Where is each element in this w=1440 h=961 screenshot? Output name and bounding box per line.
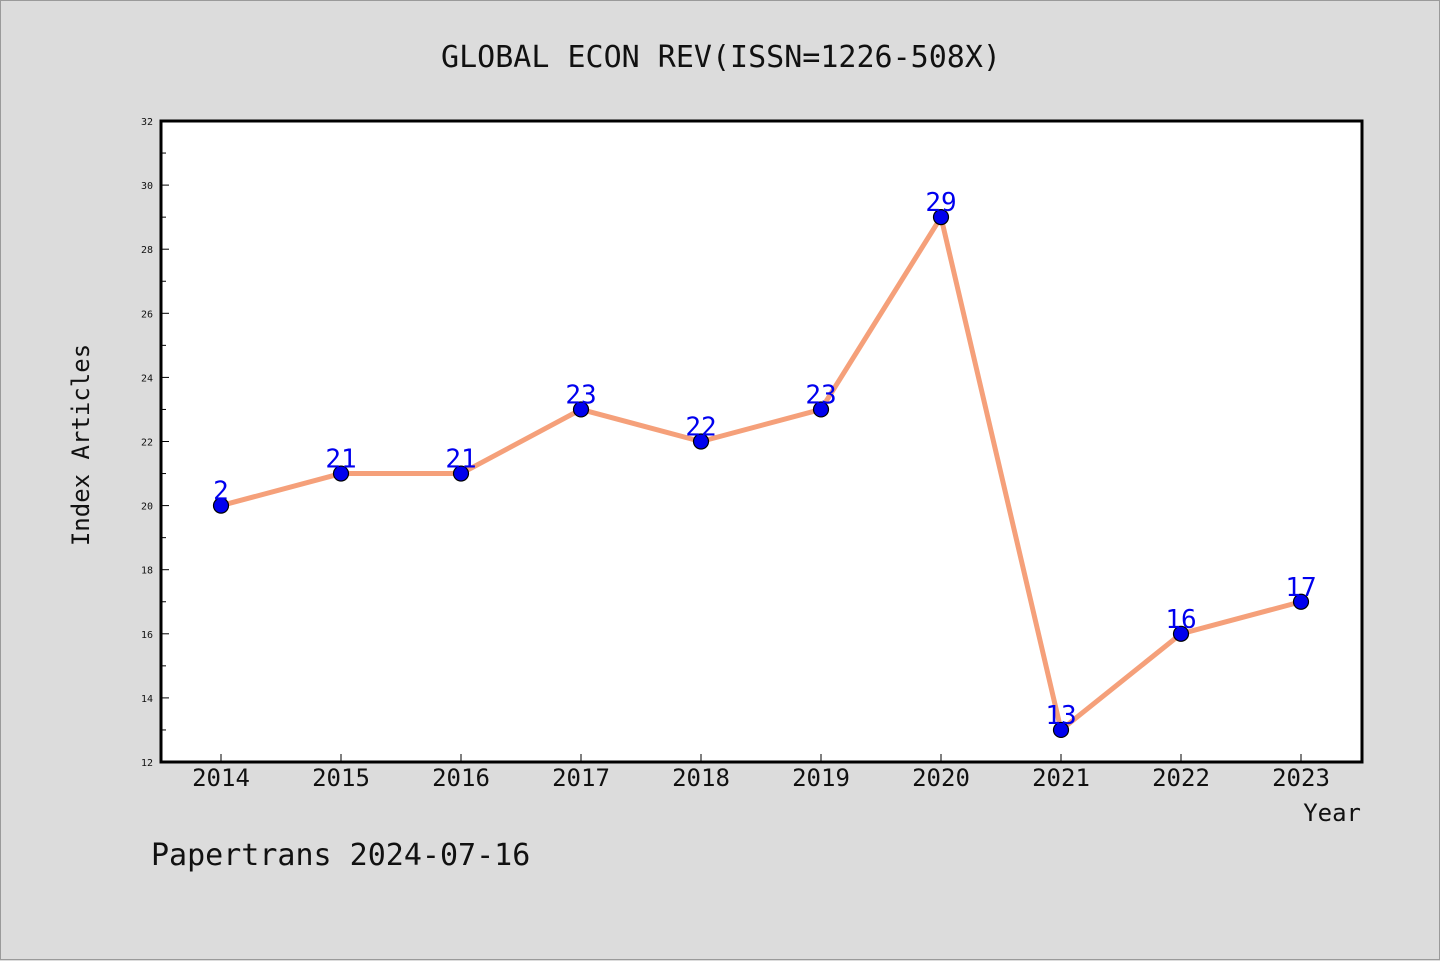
series-line — [220, 214, 1302, 733]
data-point — [1292, 593, 1310, 610]
y-tick-label: 30 — [141, 181, 153, 192]
data-point — [332, 465, 350, 482]
footer-text: Papertrans 2024-07-16 — [151, 838, 530, 873]
data-points — [212, 209, 1310, 739]
y-tick-label: 28 — [141, 245, 153, 256]
data-point — [572, 401, 590, 418]
y-tick-label: 26 — [141, 309, 153, 320]
x-tick-label: 2020 — [912, 764, 970, 792]
y-axis-label: Index Articles — [67, 344, 95, 546]
data-label: 13 — [1045, 701, 1076, 731]
x-tick-label: 2022 — [1152, 764, 1210, 792]
data-label: 21 — [325, 445, 356, 475]
data-label: 17 — [1285, 573, 1316, 603]
x-tick-label: 2015 — [312, 764, 370, 792]
data-point — [1172, 625, 1190, 642]
x-axis-label: Year — [1303, 799, 1361, 827]
x-axis: 2014 2015 2016 2017 2018 2019 2020 2021 2022 2023 — [192, 754, 1330, 792]
y-tick-label: 14 — [141, 694, 153, 705]
y-tick-label: 16 — [141, 630, 153, 641]
x-tick-label: 2019 — [792, 764, 850, 792]
x-tick-label: 2018 — [672, 764, 730, 792]
y-tick-label: 18 — [141, 566, 153, 577]
y-tick-label: 24 — [141, 373, 153, 384]
data-label: 22 — [685, 413, 716, 443]
y-tick-label: 12 — [141, 758, 153, 769]
chart-title: GLOBAL ECON REV(ISSN=1226-508X) — [441, 40, 1001, 75]
data-point — [812, 401, 830, 418]
data-label: 2 — [213, 477, 229, 507]
data-point — [1052, 721, 1070, 739]
data-point — [692, 433, 710, 450]
x-tick-label: 2023 — [1272, 764, 1330, 792]
y-tick-label: 20 — [141, 502, 153, 513]
plot-area — [159, 119, 1364, 764]
x-tick-label: 2017 — [552, 764, 610, 792]
y-tick-label: 32 — [141, 117, 153, 128]
x-tick-label: 2016 — [432, 764, 490, 792]
x-tick-label: 2021 — [1032, 764, 1090, 792]
data-labels: 2 21 21 23 22 23 29 13 16 17 — [213, 188, 1316, 731]
y-tick-label: 22 — [141, 438, 153, 449]
data-label: 21 — [445, 445, 476, 475]
data-label: 23 — [805, 380, 836, 410]
data-point — [452, 465, 470, 482]
data-label: 16 — [1165, 605, 1196, 635]
data-point — [212, 497, 230, 514]
y-axis: 12 14 16 18 20 22 24 26 28 30 32 — [141, 117, 169, 769]
x-tick-label: 2014 — [192, 764, 250, 792]
data-label: 23 — [565, 380, 596, 410]
data-label: 29 — [925, 188, 956, 218]
data-point — [932, 209, 950, 226]
